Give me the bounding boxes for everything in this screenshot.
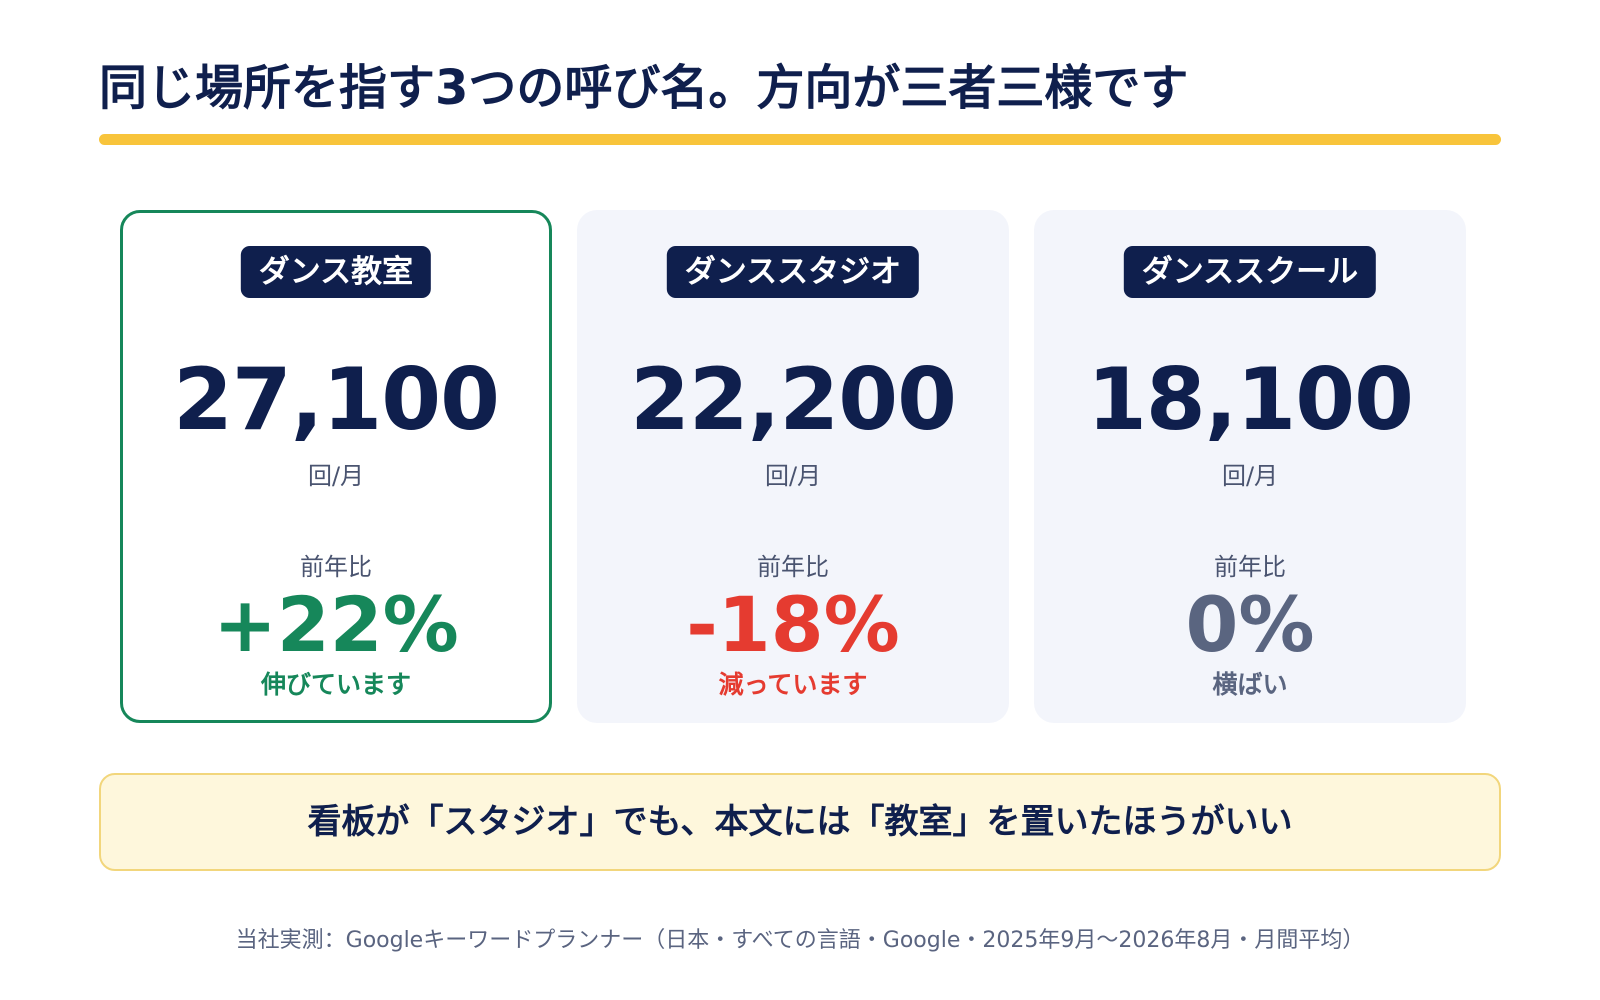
volume-unit: 回/月 [307, 462, 365, 490]
keyword-card-dance-kyoshitsu: ダンス教室 27,100 回/月 前年比 +22% 伸びています [120, 210, 552, 723]
keyword-card-dance-studio: ダンススタジオ 22,200 回/月 前年比 -18% 減っています [577, 210, 1009, 723]
keyword-badge: ダンススクール [1123, 246, 1377, 298]
keyword-card-dance-school: ダンススクール 18,100 回/月 前年比 0% 横ばい [1034, 210, 1466, 723]
yoy-label: 前年比 [300, 553, 372, 581]
keyword-badge: ダンススタジオ [666, 246, 920, 298]
search-volume: 18,100 [1087, 350, 1414, 450]
yoy-value: 0% [1185, 580, 1315, 669]
yoy-note: 減っています [718, 670, 868, 699]
yoy-note: 横ばい [1212, 670, 1288, 699]
keyword-badge: ダンス教室 [240, 246, 432, 298]
yoy-value: +22% [213, 580, 459, 669]
yoy-note: 伸びています [260, 670, 411, 699]
yoy-label: 前年比 [1214, 553, 1286, 581]
page-title: 同じ場所を指す3つの呼び名。方向が三者三様です [99, 60, 1189, 116]
search-volume: 22,200 [630, 350, 957, 450]
yoy-value: -18% [686, 580, 900, 669]
volume-unit: 回/月 [764, 462, 822, 490]
search-volume: 27,100 [173, 350, 500, 450]
title-underline [99, 134, 1501, 145]
volume-unit: 回/月 [1221, 462, 1279, 490]
yoy-label: 前年比 [757, 553, 829, 581]
recommendation-callout: 看板が「スタジオ」でも、本文には「教室」を置いたほうがいい [99, 773, 1501, 871]
source-note: 当社実測：Googleキーワードプランナー（日本・すべての言語・Google・2… [235, 928, 1365, 953]
